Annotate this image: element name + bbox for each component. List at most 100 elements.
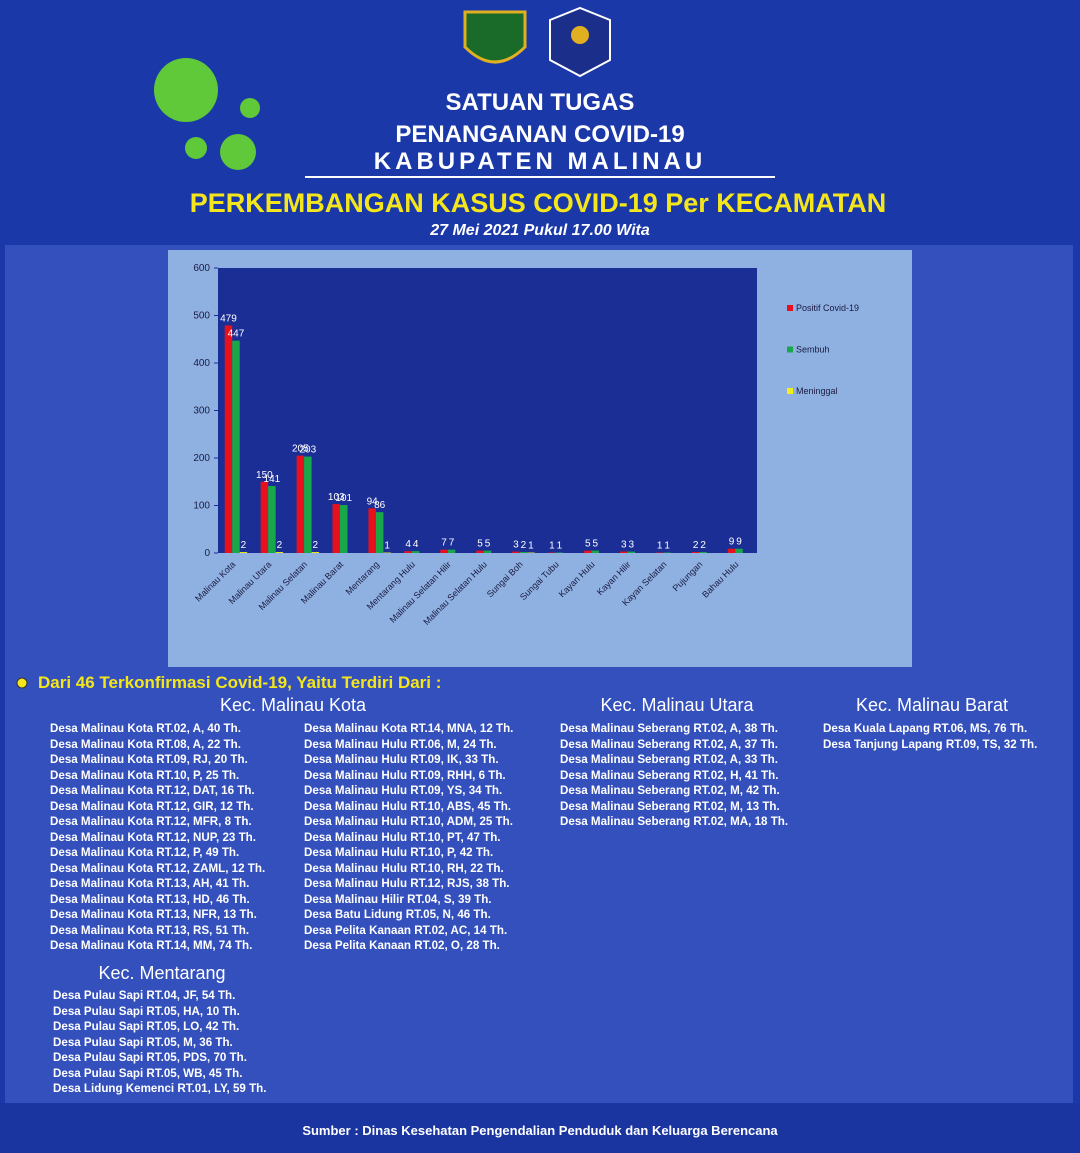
legend-swatch xyxy=(787,305,793,311)
case-entry: Desa Malinau Kota RT.09, RJ, 20 Th. xyxy=(50,753,248,766)
case-entry: Desa Malinau Kota RT.12, NUP, 23 Th. xyxy=(50,830,256,844)
bar xyxy=(440,549,448,553)
case-entry: Desa Malinau Kota RT.13, AH, 41 Th. xyxy=(50,877,250,890)
value-label: 205 xyxy=(292,444,309,455)
title-line: KABUPATEN MALINAU xyxy=(374,148,706,175)
group-title: Kec. Malinau Utara xyxy=(600,695,754,715)
case-entry: Desa Malinau Seberang RT.02, A, 38 Th. xyxy=(560,722,778,735)
value-label: 1 xyxy=(549,541,555,552)
y-tick-label: 0 xyxy=(204,548,210,559)
bar xyxy=(519,552,528,553)
case-entry: Desa Malinau Kota RT.02, A, 40 Th. xyxy=(50,722,241,735)
bar xyxy=(232,340,240,553)
value-label: 203 xyxy=(299,445,316,456)
logo-kabupaten xyxy=(463,10,527,64)
value-label: 5 xyxy=(477,539,483,550)
value-label: 479 xyxy=(220,313,237,324)
value-label: 1 xyxy=(657,541,663,552)
title-line: PENANGANAN COVID-19 xyxy=(395,121,684,148)
case-entry: Desa Malinau Hulu RT.10, PT, 47 Th. xyxy=(304,830,501,844)
case-entry: Desa Malinau Kota RT.13, HD, 46 Th. xyxy=(50,892,250,906)
heading: PERKEMBANGAN KASUS COVID-19 Per KECAMATA… xyxy=(190,188,887,218)
value-label: 3 xyxy=(513,540,519,551)
value-label: 5 xyxy=(485,539,491,550)
case-entry: Desa Malinau Hulu RT.09, RHH, 6 Th. xyxy=(304,768,506,782)
case-entry: Desa Malinau Kota RT.12, GIR, 12 Th. xyxy=(50,799,254,813)
value-label: 101 xyxy=(335,493,352,504)
bar xyxy=(311,552,320,553)
value-label: 4 xyxy=(405,539,411,550)
value-label: 3 xyxy=(621,540,627,551)
y-tick-label: 300 xyxy=(193,406,210,417)
case-entry: Desa Pelita Kanaan RT.02, AC, 14 Th. xyxy=(304,923,508,937)
date: 27 Mei 2021 Pukul 17.00 Wita xyxy=(429,222,650,239)
case-entry: Desa Malinau Hulu RT.09, IK, 33 Th. xyxy=(304,753,499,766)
y-tick-label: 500 xyxy=(193,311,210,322)
case-entry: Desa Pulau Sapi RT.05, M, 36 Th. xyxy=(53,1035,233,1049)
value-label: 2 xyxy=(693,540,699,551)
case-entry: Desa Malinau Kota RT.12, P, 49 Th. xyxy=(50,846,240,859)
bar xyxy=(584,550,592,553)
case-entry: Desa Malinau Kota RT.10, P, 25 Th. xyxy=(50,768,240,782)
intro: Dari 46 Terkonfirmasi Covid-19, Yaitu Te… xyxy=(38,673,442,692)
case-entry: Desa Malinau Kota RT.08, A, 22 Th. xyxy=(50,737,241,751)
title-line: SATUAN TUGAS xyxy=(446,89,635,116)
bar xyxy=(404,551,412,553)
value-label: 1 xyxy=(528,541,534,552)
value-label: 141 xyxy=(264,474,281,485)
value-label: 5 xyxy=(593,539,599,550)
y-tick-label: 100 xyxy=(193,501,210,512)
case-entry: Desa Malinau Kota RT.14, MNA, 12 Th. xyxy=(304,722,514,735)
legend-label: Meninggal xyxy=(796,386,838,396)
value-label: 150 xyxy=(256,470,273,481)
source: Sumber : Dinas Kesehatan Pengendalian Pe… xyxy=(302,1123,778,1138)
case-entry: Desa Malinau Hilir RT.04, S, 39 Th. xyxy=(304,892,492,906)
legend-label: Positif Covid-19 xyxy=(796,303,859,313)
bar xyxy=(627,551,635,553)
value-label: 86 xyxy=(374,500,386,511)
value-label: 3 xyxy=(628,540,634,551)
bar xyxy=(735,548,743,553)
value-label: 2 xyxy=(277,540,283,551)
value-label: 103 xyxy=(328,492,345,503)
bar xyxy=(275,552,284,553)
value-label: 5 xyxy=(585,539,591,550)
bar xyxy=(260,481,269,553)
case-entry: Desa Pulau Sapi RT.05, LO, 42 Th. xyxy=(53,1020,240,1033)
bar xyxy=(268,486,276,553)
case-entry: Desa Malinau Hulu RT.10, RH, 22 Th. xyxy=(304,861,504,875)
bar xyxy=(239,552,248,553)
case-entry: Desa Pulau Sapi RT.04, JF, 54 Th. xyxy=(53,989,236,1002)
value-label: 1 xyxy=(664,541,670,552)
case-entry: Desa Batu Lidung RT.05, N, 46 Th. xyxy=(304,908,491,921)
legend-swatch xyxy=(787,388,793,394)
case-entry: Desa Malinau Hulu RT.10, ABS, 45 Th. xyxy=(304,799,512,813)
bar xyxy=(476,550,484,553)
case-entry: Desa Malinau Kota RT.13, RS, 51 Th. xyxy=(50,923,250,937)
bar xyxy=(483,550,492,553)
case-entry: Desa Malinau Kota RT.13, NFR, 13 Th. xyxy=(50,908,257,921)
value-label: 7 xyxy=(441,538,447,549)
group-title: Kec. Malinau Kota xyxy=(219,695,367,715)
bar xyxy=(619,551,628,553)
case-entry: Desa Malinau Hulu RT.09, YS, 34 Th. xyxy=(304,784,503,797)
case-entry: Desa Pelita Kanaan RT.02, O, 28 Th. xyxy=(304,939,500,952)
bar xyxy=(727,548,736,553)
value-label: 4 xyxy=(413,539,419,550)
case-entry: Desa Malinau Seberang RT.02, M, 42 Th. xyxy=(560,784,780,797)
bar xyxy=(368,508,376,553)
footer-band xyxy=(0,1103,1080,1153)
case-entry: Desa Malinau Kota RT.14, MM, 74 Th. xyxy=(50,939,253,952)
y-tick-label: 200 xyxy=(193,453,210,464)
bar xyxy=(304,456,312,553)
case-entry: Desa Malinau Hulu RT.12, RJS, 38 Th. xyxy=(304,877,510,890)
case-entry: Desa Pulau Sapi RT.05, HA, 10 Th. xyxy=(53,1004,240,1018)
group-title: Kec. Mentarang xyxy=(98,963,226,983)
bar xyxy=(296,455,305,553)
value-label: 2 xyxy=(313,540,319,551)
value-label: 2 xyxy=(241,540,247,551)
y-tick-label: 400 xyxy=(193,358,210,369)
bar xyxy=(691,552,700,553)
value-label: 94 xyxy=(367,496,379,507)
